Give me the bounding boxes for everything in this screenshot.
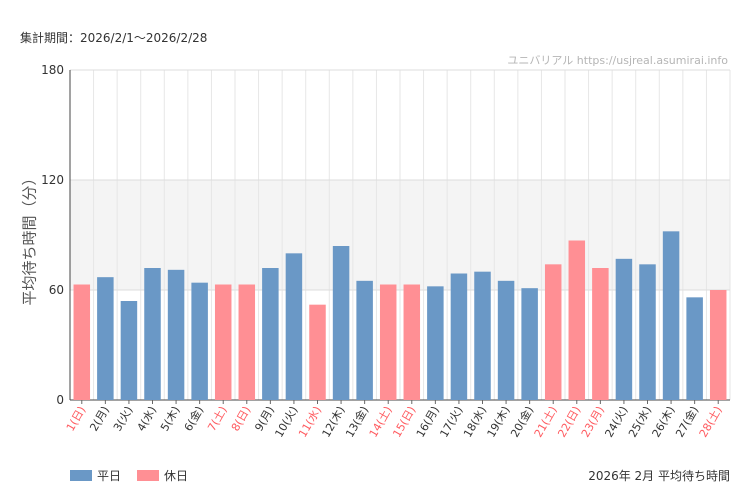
bar — [568, 240, 586, 400]
bar — [615, 258, 633, 400]
bar — [639, 264, 656, 400]
bar — [97, 277, 114, 400]
x-tick-label: 7(土) — [205, 404, 230, 434]
bar — [403, 284, 421, 400]
chart-caption: 2026年 2月 平均待ち時間 — [588, 469, 730, 483]
legend-label-weekday: 平日 — [97, 469, 122, 483]
bar — [544, 264, 562, 400]
y-tick-label: 60 — [49, 283, 64, 297]
legend-swatch-holiday — [137, 470, 160, 481]
source-credit: ユニバリアル https://usjreal.asumirai.info — [507, 54, 728, 67]
bar — [167, 269, 185, 400]
y-tick-label: 0 — [56, 393, 64, 407]
x-tick-label: 28(土) — [697, 404, 725, 440]
bar — [356, 280, 373, 400]
x-tick-label: 8(日) — [229, 404, 254, 434]
legend-item-holiday: 休日 — [137, 467, 188, 484]
bar — [73, 284, 91, 400]
legend: 平日 休日 — [70, 467, 204, 484]
bar — [309, 304, 326, 400]
bar — [474, 271, 491, 400]
bar — [285, 253, 303, 400]
bar — [427, 286, 444, 400]
legend-label-holiday: 休日 — [164, 469, 189, 483]
legend-swatch-weekday — [70, 470, 92, 481]
bar — [262, 268, 279, 400]
bar — [214, 284, 232, 400]
x-tick-label: 5(木) — [158, 404, 183, 434]
bar — [709, 290, 727, 400]
x-tick-label: 4(水) — [135, 404, 160, 434]
y-tick-label: 120 — [41, 173, 64, 187]
bar — [144, 268, 161, 400]
bar — [521, 288, 538, 400]
x-tick-label: 9(月) — [252, 404, 277, 434]
bar — [120, 301, 138, 400]
bar — [592, 268, 609, 400]
bar — [379, 284, 397, 400]
x-tick-label: 6(金) — [181, 404, 206, 434]
period-label: 集計期間：2026/2/1〜2026/2/28 — [20, 31, 208, 45]
x-tick-label: 1(日) — [64, 404, 89, 434]
bar — [191, 282, 208, 400]
legend-item-weekday: 平日 — [70, 467, 121, 484]
x-tick-label: 2(月) — [87, 404, 112, 434]
x-tick-label: 3(火) — [111, 404, 136, 434]
bar — [238, 284, 256, 400]
bar — [662, 231, 680, 400]
bar — [450, 273, 468, 400]
bar — [497, 280, 515, 400]
bar — [332, 246, 350, 400]
bar — [686, 297, 703, 400]
y-tick-label: 180 — [41, 63, 64, 77]
